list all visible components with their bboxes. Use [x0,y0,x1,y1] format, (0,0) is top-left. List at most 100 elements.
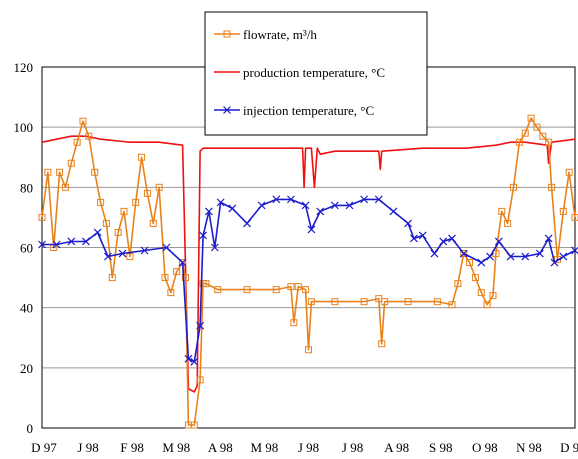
y-axis-tick-labels: 0 20 40 60 80 100 120 [14,60,34,436]
data-point [216,198,225,207]
data-point [38,240,46,249]
data-point [93,228,102,237]
x-tick-label: M 98 [162,440,190,455]
data-point [307,298,315,306]
data-point [545,138,553,146]
data-point [184,354,193,363]
data-point [466,259,474,267]
data-point [360,195,369,204]
data-point [126,253,134,261]
data-point [539,132,547,140]
data-point [448,301,456,309]
data-point [494,237,503,246]
legend-label: injection temperature, °C [243,103,374,118]
series-0 [38,114,578,429]
x-tick-label: A 98 [208,440,233,455]
data-point [91,168,99,176]
data-point [61,183,69,191]
data-point [331,298,339,306]
data-point [360,298,368,306]
data-point [430,249,439,258]
x-tick-label: O 98 [472,440,498,455]
data-point [85,132,93,140]
data-point [559,252,568,261]
data-point [79,117,87,125]
data-point [272,286,280,294]
data-point [548,183,556,191]
data-point [161,274,169,282]
x-tick-label: D 97 [31,440,57,455]
x-tick-label: J 98 [77,440,98,455]
data-point [506,252,515,261]
y-tick-label: 80 [20,180,33,195]
data-point [533,123,541,131]
data-point [305,346,312,354]
data-point [243,286,251,294]
data-point [149,219,157,227]
y-tick-label: 120 [14,60,34,75]
data-point [404,219,412,228]
data-point [214,286,222,294]
data-point [571,213,578,221]
data-point [521,129,529,137]
series-2 [38,195,578,366]
data-point [527,114,535,122]
data-point [223,30,231,38]
legend-entry: flowrate, m³/h [214,27,317,42]
data-point [190,421,198,429]
data-point [118,249,127,258]
data-point [389,207,398,216]
data-point [498,207,506,215]
data-point [38,213,46,221]
data-point [565,168,573,176]
data-point [483,301,491,309]
y-tick-label: 40 [20,301,33,316]
data-point [173,268,181,276]
data-point [196,376,204,384]
data-point [196,321,205,330]
data-point [477,258,486,267]
x-tick-label: M 98 [251,440,279,455]
data-point [301,201,310,210]
legend-items: flowrate, m³/h production temperature, °C… [214,27,385,118]
data-point [559,207,567,215]
y-tick-label: 100 [14,120,34,135]
data-point [404,298,412,306]
data-point [114,228,122,236]
data-point [307,225,316,234]
series-layer [38,114,578,429]
data-point [52,240,61,249]
data-point [103,252,112,261]
x-axis-tick-labels: D 97 J 98 F 98 M 98 A 98 M 98 J 98 J 98 A 98 S 98… [31,440,578,455]
data-point [316,207,325,216]
data-point [571,246,578,255]
data-point [486,252,494,261]
data-point [290,319,298,327]
data-point [302,286,310,294]
x-tick-label: A 98 [384,440,409,455]
legend-entry: injection temperature, °C [214,103,374,118]
data-point [199,231,207,240]
data-point [143,189,151,197]
data-point [550,258,559,267]
data-point [73,138,81,146]
data-point [489,292,497,300]
data-point [515,138,523,146]
data-point [67,237,76,246]
x-tick-label: D 98 [560,440,578,455]
data-point [460,250,468,258]
series-line [41,135,576,393]
data-point [44,168,52,176]
data-point [544,234,553,243]
legend: flowrate, m³/h production temperature, °C… [204,11,428,136]
data-point [97,198,105,206]
data-point [155,183,163,191]
data-point [223,106,231,114]
data-point [330,201,339,210]
series-1 [41,135,576,393]
data-point [471,274,479,282]
data-point [202,280,210,288]
data-point [257,201,266,210]
data-point [294,283,302,291]
